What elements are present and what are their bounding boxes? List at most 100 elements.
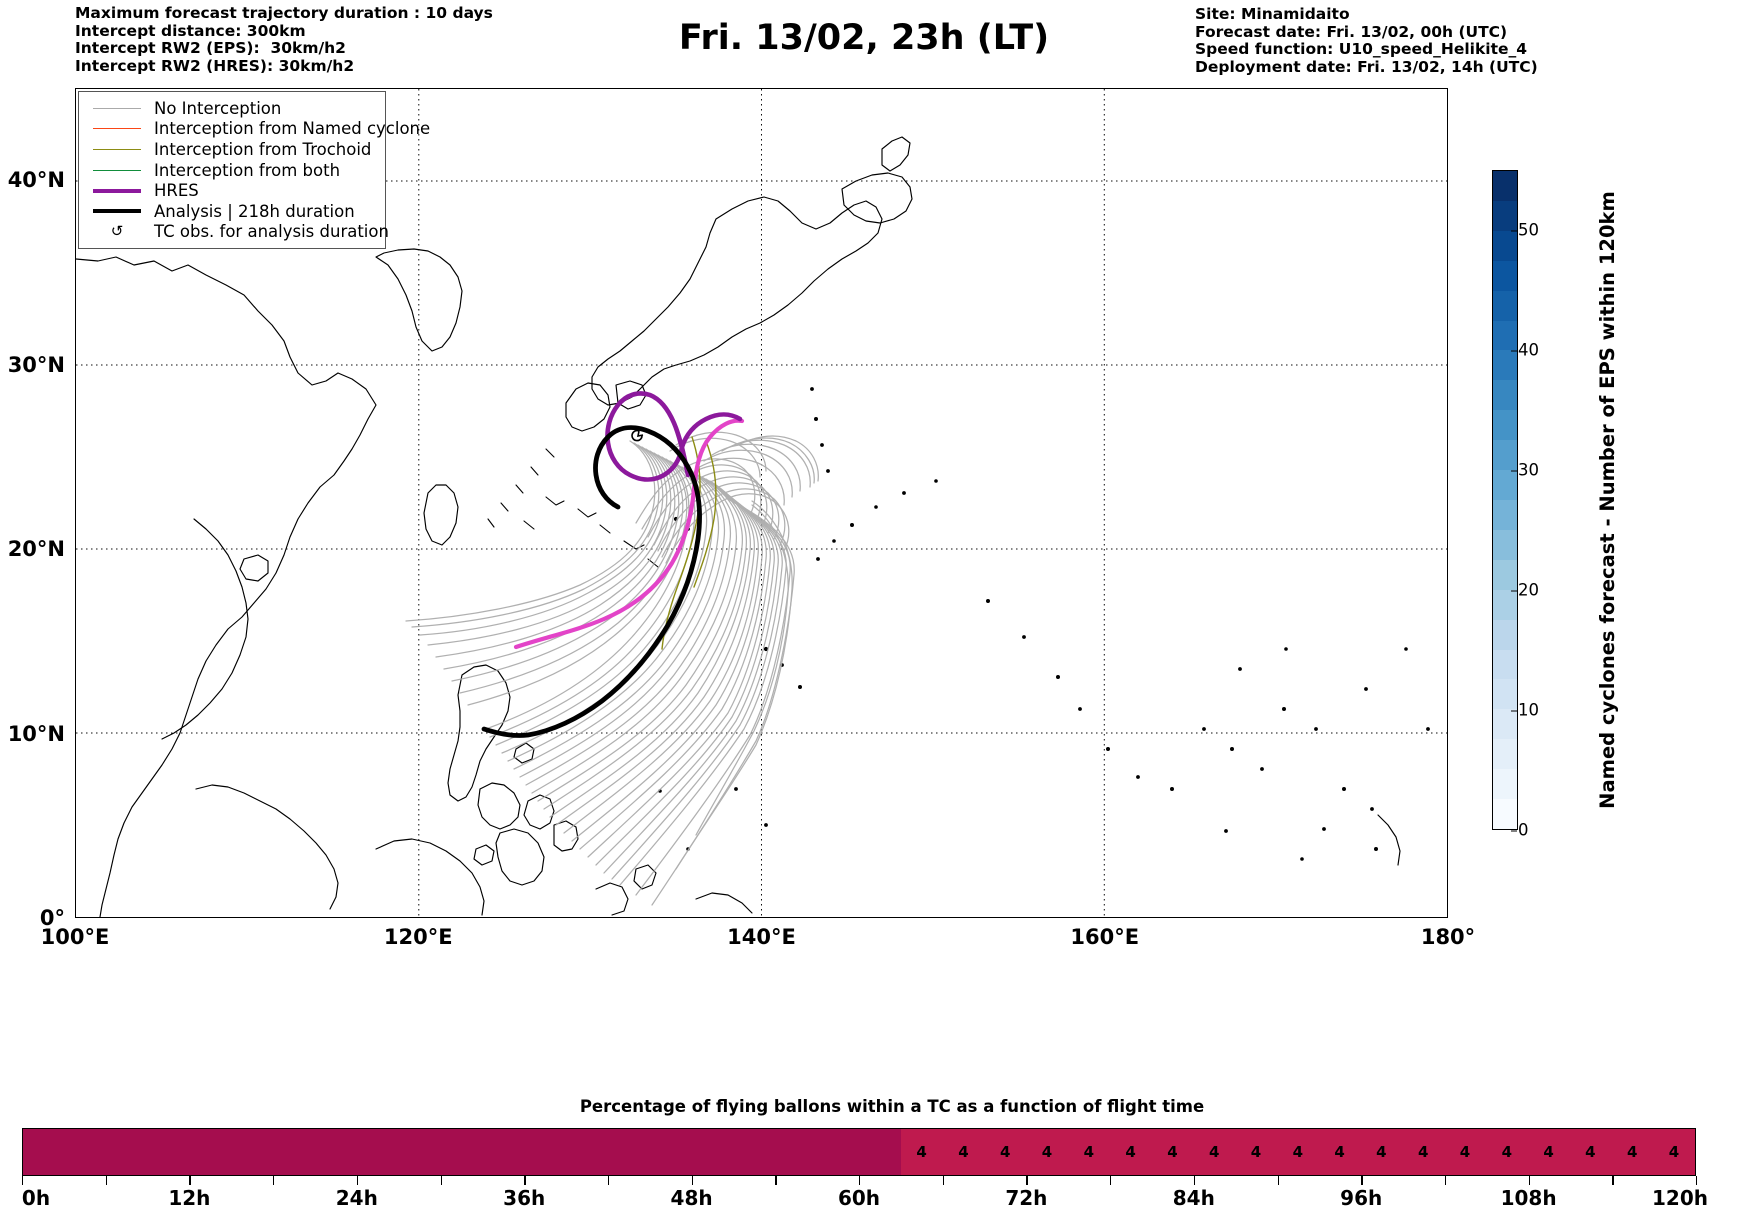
timeline-cell-63h[interactable]: 4: [900, 1129, 943, 1175]
timeline-cell-45h[interactable]: [649, 1129, 692, 1175]
timeline-label-48: 48h: [670, 1186, 713, 1210]
timeline-cell-66h[interactable]: 4: [942, 1129, 985, 1175]
legend-item-label: TC obs. for analysis duration: [154, 222, 389, 242]
colorbar-tick-0: 0: [1511, 820, 1529, 840]
timeline-label-120: 120h: [1652, 1186, 1708, 1210]
timeline-cell-102h[interactable]: 4: [1444, 1129, 1486, 1175]
timeline-tick: [775, 1176, 777, 1185]
timeline-tick: [1612, 1176, 1614, 1185]
timeline-cell-114h[interactable]: 4: [1611, 1129, 1654, 1175]
timeline-tick: [607, 1176, 610, 1185]
colorbar-segment: [1493, 589, 1517, 620]
colorbar-label: Named cyclones forecast - Number of EPS …: [1596, 191, 1619, 809]
legend-swatch: [93, 128, 141, 130]
timeline-label-108: 108h: [1500, 1186, 1557, 1210]
timeline-cell-81h[interactable]: 4: [1151, 1129, 1194, 1175]
timeline-cell-51h[interactable]: [733, 1129, 776, 1175]
timeline-cell-87h[interactable]: 4: [1235, 1129, 1277, 1175]
timeline-cell-48h[interactable]: [691, 1129, 734, 1175]
timeline-label-60: 60h: [837, 1186, 881, 1210]
timeline-cell-15h[interactable]: [231, 1129, 274, 1175]
timeline-tick: [1193, 1176, 1196, 1185]
timeline-tick: [1277, 1176, 1279, 1185]
timeline-cell-36h[interactable]: [524, 1129, 567, 1175]
colorbar-segment: [1493, 499, 1517, 530]
timeline-title: Percentage of flying ballons within a TC…: [0, 1097, 1748, 1116]
x-tick-100: 100°E: [40, 925, 110, 949]
map-legend[interactable]: No Interception Interception from Named c…: [78, 91, 430, 250]
header-left-info: Maximum forecast trajectory duration : 1…: [75, 4, 493, 75]
legend-swatch: [93, 107, 141, 109]
colorbar-segment: [1493, 619, 1517, 650]
ensemble-tracks-no-interception: [405, 431, 819, 906]
colorbar-segment: [1493, 440, 1517, 471]
timeline-cell-96h[interactable]: 4: [1360, 1129, 1403, 1175]
timeline-cell-78h[interactable]: 4: [1109, 1129, 1152, 1175]
timeline-tick: [859, 1176, 861, 1185]
legend-item-label: Interception from both: [154, 160, 341, 180]
colorbar-segment: [1493, 260, 1517, 291]
timeline-cell-33h[interactable]: [482, 1129, 525, 1175]
timeline-cell-75h[interactable]: 4: [1067, 1129, 1110, 1175]
timeline-label-0: 0h: [21, 1186, 51, 1210]
legend-item-4[interactable]: HRES: [79, 180, 385, 201]
timeline-cell-105h[interactable]: 4: [1485, 1129, 1528, 1175]
colorbar-segment: [1493, 529, 1517, 560]
colorbar-segment: [1493, 290, 1517, 321]
legend-item-6[interactable]: ↺ TC obs. for analysis duration: [79, 222, 389, 243]
timeline-cell-3h[interactable]: [64, 1129, 107, 1175]
legend-item-0[interactable]: No Interception: [79, 98, 385, 119]
timeline-cell-72h[interactable]: 4: [1026, 1129, 1068, 1175]
timeline-cell-117h[interactable]: 4: [1653, 1129, 1695, 1175]
timeline-cell-6h[interactable]: [106, 1129, 149, 1175]
timeline-cell-30h[interactable]: [440, 1129, 483, 1175]
timeline-cell-42h[interactable]: [608, 1129, 650, 1175]
timeline-cell-69h[interactable]: 4: [984, 1129, 1027, 1175]
timeline-cell-27h[interactable]: [399, 1129, 441, 1175]
y-tick-30: 30°N: [7, 352, 65, 377]
legend-item-label: Analysis | 218h duration: [154, 201, 355, 221]
colorbar-segment: [1493, 799, 1517, 829]
legend-swatch: [93, 169, 141, 171]
y-tick-0: 0°: [39, 906, 65, 930]
colorbar-segment: [1493, 709, 1517, 740]
timeline-tick: [1110, 1176, 1112, 1185]
timeline-cell-39h[interactable]: [566, 1129, 609, 1175]
timeline-cell-54h[interactable]: [775, 1129, 818, 1175]
colorbar-segment: [1493, 320, 1517, 351]
timeline-cell-12h[interactable]: [190, 1129, 232, 1175]
timeline-tick: [189, 1176, 191, 1185]
y-tick-10: 10°N: [7, 721, 65, 746]
colorbar-tick-30: 30: [1511, 460, 1539, 480]
legend-item-1[interactable]: Interception from Named cyclone: [79, 119, 430, 140]
timeline-label-72: 72h: [1005, 1186, 1048, 1210]
timeline-tick: [1444, 1176, 1447, 1185]
timeline-cell-18h[interactable]: [273, 1129, 316, 1175]
colorbar-segment: [1493, 470, 1517, 500]
timeline-cell-108h[interactable]: 4: [1527, 1129, 1570, 1175]
timeline-cell-84h[interactable]: 4: [1193, 1129, 1236, 1175]
timeline-cell-9h[interactable]: [148, 1129, 191, 1175]
ensemble-track-magenta: [513, 418, 745, 650]
timeline-cell-24h[interactable]: [357, 1129, 400, 1175]
timeline-cell-0h[interactable]: [23, 1129, 65, 1175]
timeline-cell-21h[interactable]: [315, 1129, 358, 1175]
timeline-tick: [691, 1176, 693, 1185]
hres-track: [605, 391, 743, 482]
legend-swatch: [93, 209, 141, 214]
legend-item-label: Interception from Named cyclone: [154, 119, 431, 139]
colorbar-tick-40: 40: [1511, 340, 1539, 360]
timeline-cell-99h[interactable]: 4: [1402, 1129, 1445, 1175]
timeline-cell-90h[interactable]: 4: [1276, 1129, 1319, 1175]
legend-item-3[interactable]: Interception from both: [79, 160, 385, 181]
legend-item-2[interactable]: Interception from Trochoid: [79, 139, 385, 160]
timeline-cell-60h[interactable]: [858, 1129, 901, 1175]
timeline-cell-57h[interactable]: [817, 1129, 859, 1175]
timeline-tick: [440, 1176, 442, 1185]
x-tick-180: 180°: [1420, 925, 1476, 949]
colorbar-segment: [1493, 410, 1517, 441]
timeline-cell-111h[interactable]: 4: [1569, 1129, 1612, 1175]
legend-item-5[interactable]: Analysis | 218h duration: [79, 201, 385, 222]
timeline-cell-93h[interactable]: 4: [1318, 1129, 1361, 1175]
